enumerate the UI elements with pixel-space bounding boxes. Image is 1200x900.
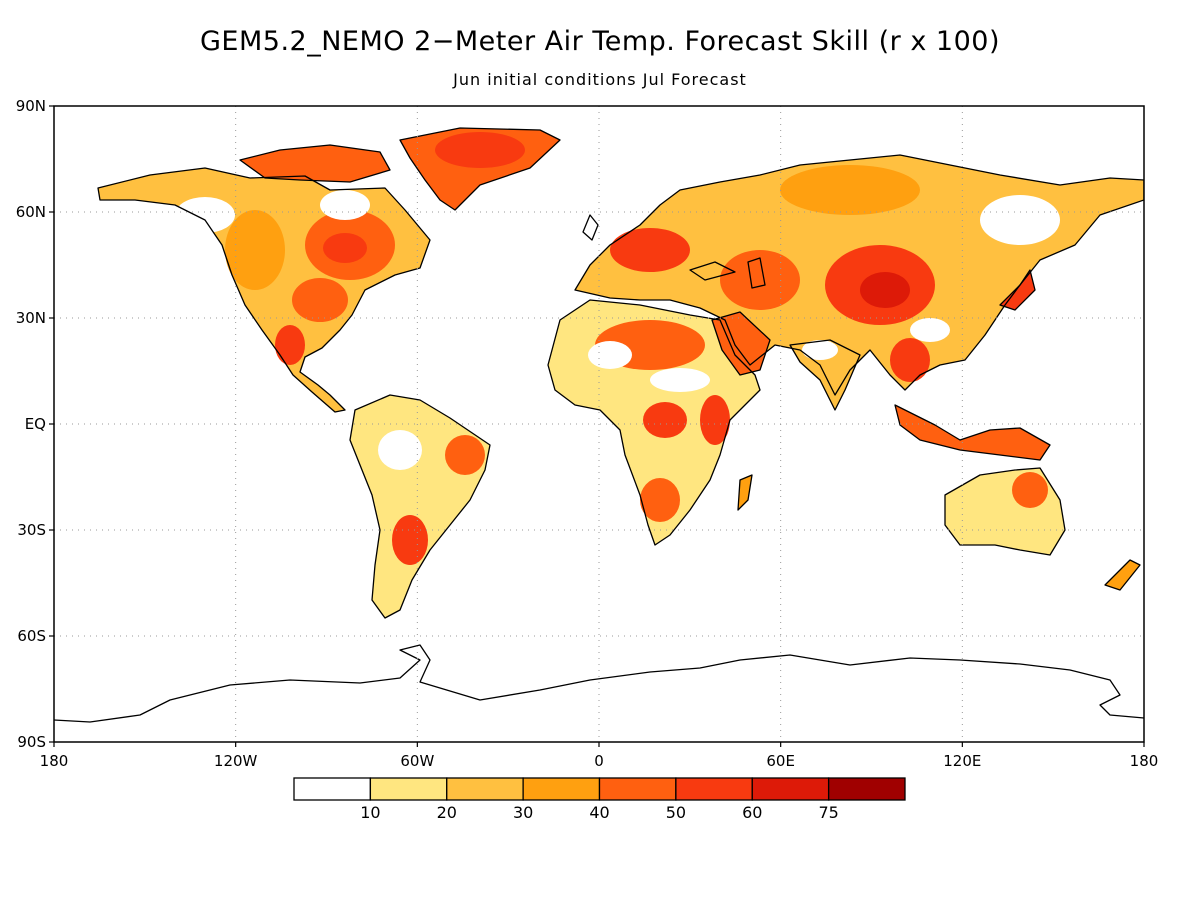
lat-label: EQ [25,415,46,433]
colorbar-swatch [293,777,372,801]
coast-black-sea [689,261,736,281]
coast-south-america [349,394,491,619]
lat-label: 30N [16,309,46,327]
coast-madagascar [737,474,753,511]
lowskill-africa-interior [650,368,710,392]
hotspot-siberia [780,165,920,215]
north-america-land [98,168,430,412]
lat-axis: 90N 60N 30N EQ 30S 60S 90S [16,97,54,751]
colorbar-swatch [751,777,830,801]
lat-label: 90N [16,97,46,115]
colorbar-swatch [369,777,448,801]
lon-label: 0 [594,752,604,770]
lowskill-canada [175,197,235,233]
lowskill-india [802,340,838,360]
lon-label: 60E [766,752,795,770]
colorbar-swatch [827,777,906,801]
madagascar-land [738,475,752,510]
colorbar-swatch [675,777,753,801]
hotspot-argentina [392,515,428,565]
graticule [54,106,1144,742]
coast-australia [944,467,1066,556]
colorbar-label: 75 [818,803,838,822]
hotspot-central-africa [643,402,687,438]
lon-label: 180 [40,752,69,770]
coast-indonesia [894,404,1051,461]
coast-africa [547,299,761,546]
hotspot-mexico [275,325,305,365]
lat-label: 90S [17,733,46,751]
lowskill-hudson [320,190,370,220]
coast-north-america [97,167,431,413]
lowskill-sahara [588,341,632,369]
australia-land [945,468,1065,555]
hotspot-us-west [225,210,285,290]
coast-eurasia [574,154,1144,396]
hotspot-greenland [435,132,525,168]
hotspot-southeast-asia [890,338,930,382]
coast-greenland [399,127,561,211]
coast-caspian [747,257,766,289]
hotspot-us-southeast [292,278,348,322]
coast-arctic-islands [239,144,391,183]
lowskill-east-siberia [980,195,1060,245]
hotspot-australia [1012,472,1048,508]
colorbar-label: 10 [360,803,380,822]
new-zealand-land [1105,560,1140,590]
map-title: GEM5.2_NEMO 2−Meter Air Temp. Forecast S… [199,26,1000,57]
arabia-land [712,312,770,375]
indonesia-land [895,405,1050,460]
coast-britain [582,214,599,241]
lat-label: 60S [17,627,46,645]
colorbar-label: 30 [513,803,533,822]
hotspot-east-africa [700,395,730,445]
map-plot-area [54,106,1144,742]
colorbar-label: 60 [742,803,762,822]
colorbar-swatch [598,777,677,801]
colorbar-swatch [446,777,524,801]
lon-label: 180 [1130,752,1159,770]
hotspot-north-america-core [323,233,367,263]
lowskill-amazon [378,430,422,470]
coast-japan [999,269,1036,311]
hotspot-central-asia [720,250,800,310]
coastlines [54,127,1144,723]
colorbar-label: 20 [437,803,457,822]
colorbar-label: 40 [589,803,609,822]
colorbar: 10 20 30 40 50 60 75 [293,777,906,822]
arctic-islands-land [240,145,390,182]
lat-label: 30S [17,521,46,539]
lon-label: 120W [214,752,258,770]
colorbar-label: 50 [666,803,686,822]
skill-hotspots [175,132,1060,565]
lon-label: 60W [400,752,434,770]
hotspot-tibet-core [860,272,910,308]
hotspot-southern-africa [640,478,680,522]
lat-label: 60N [16,203,46,221]
coast-india [789,339,861,411]
hotspot-brazil [445,435,485,475]
coast-arabia [711,311,771,376]
map-subtitle: Jun initial conditions Jul Forecast [453,70,747,89]
lon-axis: 180 120W 60W 0 60E 120E 180 [40,742,1159,770]
coast-new-zealand [1104,559,1141,591]
hotspot-europe [610,228,690,272]
coast-antarctica [54,644,1144,723]
colorbar-swatch [522,777,601,801]
lon-label: 120E [943,752,981,770]
south-america-land [350,395,490,618]
lowskill-china-south [910,318,950,342]
